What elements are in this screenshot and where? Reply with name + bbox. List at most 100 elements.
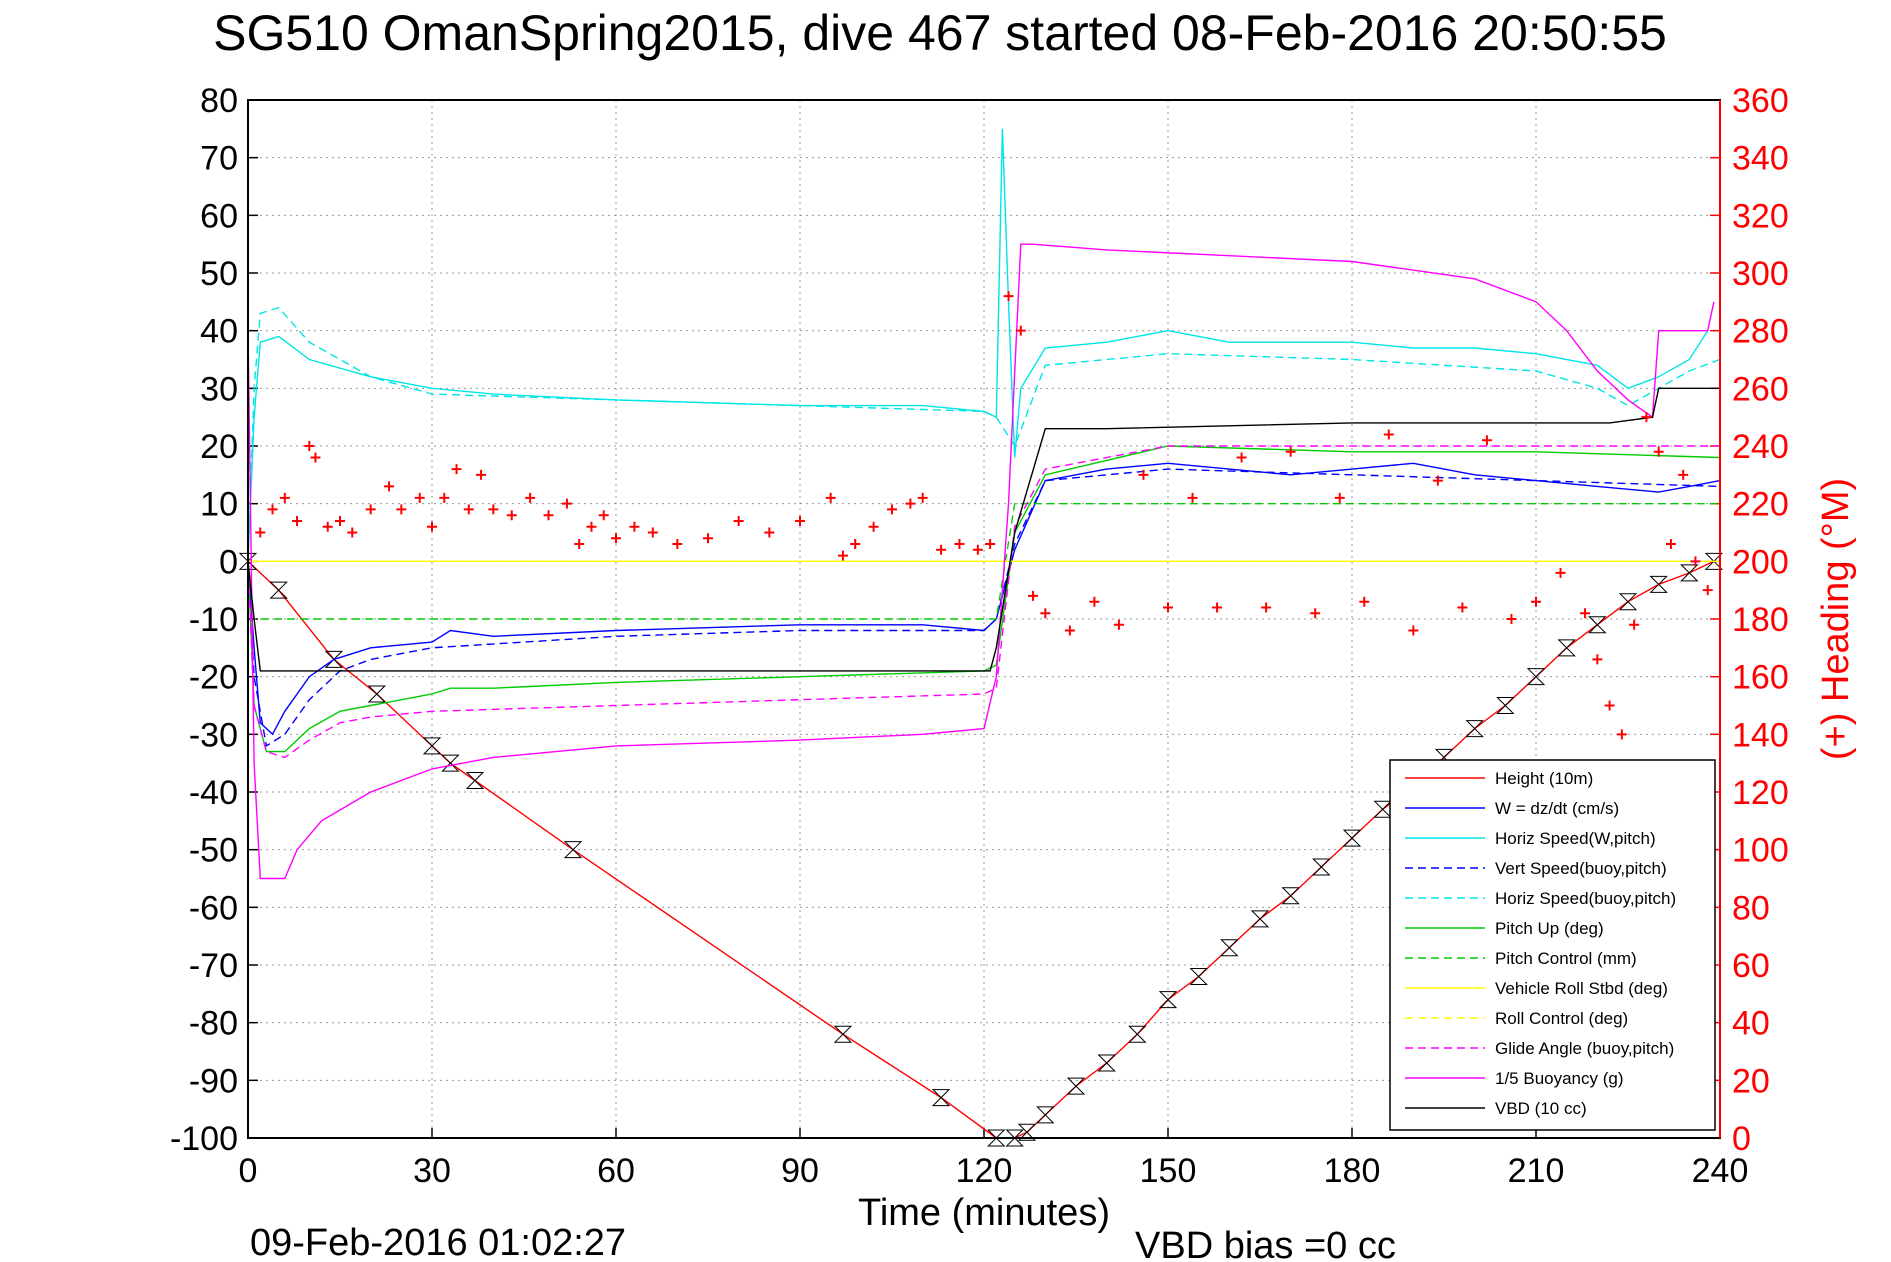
- heading-m-point: [985, 539, 996, 550]
- y-tick-label: 40: [200, 313, 238, 351]
- y2-tick-label: 180: [1732, 601, 1789, 639]
- heading-m-point: [506, 510, 517, 521]
- y2-tick-label: 100: [1732, 832, 1789, 870]
- y-tick-label: -70: [189, 947, 238, 985]
- heading-m-point: [1383, 429, 1394, 440]
- heading-m-point: [1113, 619, 1124, 630]
- height-marker: [269, 581, 288, 599]
- heading-m-point: [1629, 619, 1640, 630]
- heading-m-point: [917, 492, 928, 503]
- y2-tick-label: 200: [1732, 543, 1789, 581]
- height-marker: [1220, 939, 1239, 957]
- heading-m-point: [598, 510, 609, 521]
- heading-m-point: [1665, 539, 1676, 550]
- pitch-up-deg-line: [247, 445, 1721, 753]
- vert-speed-buoy-pitch-line: [247, 468, 1721, 748]
- tick-labels: 0 30 60 90 120 150 180 210 24080706050403020100-…: [170, 82, 1789, 1190]
- heading-m-point: [1028, 590, 1039, 601]
- y-tick-label: -50: [189, 832, 238, 870]
- heading-m-point: [1236, 452, 1247, 463]
- height-marker: [1281, 887, 1300, 905]
- heading-m-point: [525, 492, 536, 503]
- height-marker: [1312, 858, 1331, 876]
- heading-m-point: [905, 498, 916, 509]
- heading-m-point: [1457, 602, 1468, 613]
- height-marker: [563, 841, 583, 859]
- height-marker: [367, 685, 387, 703]
- height-marker: [1097, 1054, 1116, 1072]
- heading-m-point: [1580, 608, 1591, 619]
- heading-m-point: [1261, 602, 1272, 613]
- y-tick-label: -20: [189, 659, 238, 697]
- heading-m-point: [1212, 602, 1223, 613]
- heading-m-point: [733, 515, 744, 526]
- heading-m-point: [255, 527, 266, 538]
- height-marker: [1373, 800, 1392, 818]
- y2-tick-label: 340: [1732, 140, 1789, 178]
- height-marker: [1189, 968, 1208, 986]
- legend-label: W = dz/dt (cm/s): [1495, 799, 1619, 818]
- height-marker: [441, 754, 460, 772]
- heading-m-point: [439, 492, 450, 503]
- heading-m-point: [365, 504, 376, 515]
- heading-m-point: [396, 504, 407, 515]
- heading-m-point: [279, 492, 290, 503]
- data-series: [238, 128, 1724, 1147]
- x-tick-label: 60: [597, 1152, 635, 1190]
- height-marker: [1680, 564, 1699, 582]
- heading-m-point: [304, 441, 315, 451]
- legend-box: [1389, 759, 1716, 1131]
- heading-m-point: [1702, 585, 1713, 596]
- footer-timestamp: 09-Feb-2016 01:02:27: [250, 1222, 626, 1262]
- legend-label: Height (10m): [1495, 769, 1593, 788]
- heading-m-point: [488, 504, 499, 515]
- legend-label: Glide Angle (buoy,pitch): [1495, 1039, 1674, 1058]
- heading-m-point: [384, 481, 395, 492]
- heading-m-point: [292, 515, 303, 526]
- y-tick-label: 50: [200, 255, 238, 293]
- heading-m-point: [1616, 729, 1627, 740]
- heading-m-point: [672, 539, 683, 550]
- x-tick-label: 150: [1140, 1152, 1197, 1190]
- heading-m-point: [414, 492, 425, 503]
- horiz-speed-w-pitch-line: [247, 128, 1709, 562]
- heading-m-point: [335, 515, 345, 526]
- y-tick-label: 10: [200, 486, 238, 524]
- heading-m-point: [322, 521, 333, 532]
- y2-tick-label: 140: [1732, 716, 1789, 754]
- height-marker: [1649, 575, 1668, 593]
- y-tick-label: 70: [200, 140, 238, 178]
- y-tick-label: -40: [189, 774, 238, 812]
- heading-m-point: [267, 504, 278, 515]
- height-marker: [1158, 991, 1178, 1009]
- height-marker: [1496, 697, 1515, 714]
- heading-m-point: [1408, 625, 1419, 636]
- heading-m-point: [1015, 325, 1026, 336]
- y-tick-label: 0: [219, 543, 238, 581]
- right-axis-label: (+) Heading (°M): [1815, 478, 1857, 760]
- height-marker: [1128, 1025, 1147, 1043]
- y-tick-label: -90: [189, 1062, 238, 1100]
- heading-m-point: [1690, 556, 1701, 567]
- legend-label: Vert Speed(buoy,pitch): [1495, 859, 1667, 878]
- y-tick-label: 80: [200, 82, 238, 120]
- heading-m-point: [1003, 291, 1014, 302]
- legend: Height (10m) W = dz/dt (cm/s) Horiz Speed(…: [1389, 759, 1716, 1131]
- y2-tick-label: 20: [1732, 1062, 1770, 1100]
- height-marker: [465, 771, 485, 789]
- heading-m-point: [1653, 446, 1664, 457]
- y-tick-label: -30: [189, 716, 238, 754]
- y2-tick-label: 240: [1732, 428, 1789, 466]
- legend-label: Roll Control (deg): [1495, 1009, 1628, 1028]
- y2-tick-label: 300: [1732, 255, 1789, 293]
- y2-tick-label: 80: [1732, 889, 1770, 927]
- x-tick-label: 30: [413, 1152, 451, 1190]
- height-marker: [1465, 720, 1484, 738]
- y-tick-label: 30: [200, 370, 238, 408]
- heading-m-point: [1285, 446, 1296, 457]
- legend-label: Horiz Speed(buoy,pitch): [1495, 889, 1676, 908]
- y2-tick-label: 360: [1732, 82, 1789, 120]
- x-tick-label: 0: [239, 1152, 258, 1190]
- y2-tick-label: 220: [1732, 486, 1789, 524]
- heading-m-point: [1138, 469, 1149, 480]
